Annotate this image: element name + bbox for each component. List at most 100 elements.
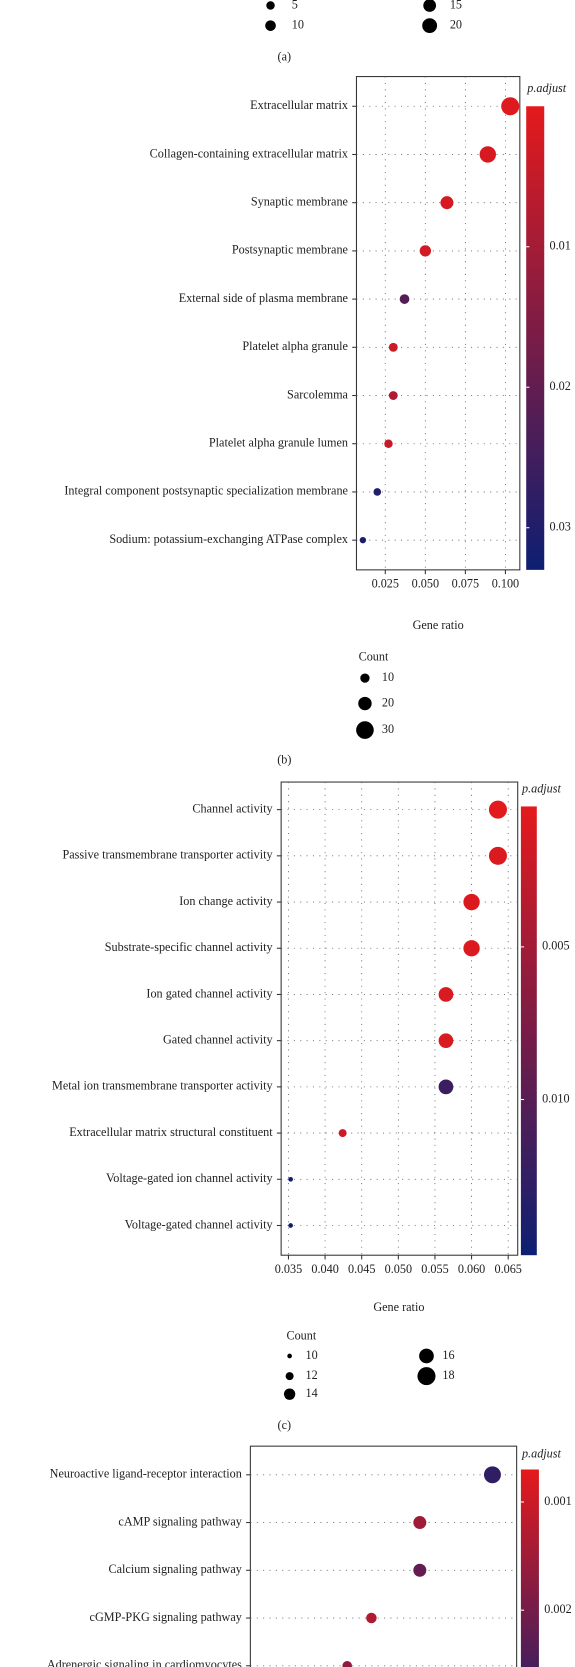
dot xyxy=(366,1612,377,1624)
size-legend-dot xyxy=(422,18,438,34)
size-legend-label: 10 xyxy=(292,17,304,31)
y-tick-label: cGMP-PKG signaling pathway xyxy=(90,1610,243,1624)
x-tick-label: 0.075 xyxy=(452,577,479,591)
color-bar-title: p.adjust xyxy=(521,781,562,795)
dot xyxy=(388,342,398,352)
x-tick-label: 0.050 xyxy=(385,1262,412,1276)
size-legend-title: Count xyxy=(359,650,389,664)
x-tick-label: 0.025 xyxy=(372,577,399,591)
x-tick-label: 0.065 xyxy=(494,1262,521,1276)
x-tick-label: 0.100 xyxy=(492,577,519,591)
dot xyxy=(288,1176,293,1182)
size-legend-label: 10 xyxy=(306,1348,318,1362)
size-legend-label: 15 xyxy=(450,0,462,11)
y-tick-label: Collagen-containing extracellular matrix xyxy=(150,146,348,160)
color-bar-title: p.adjust xyxy=(521,1446,562,1460)
y-tick-label: cAMP signaling pathway xyxy=(118,1514,242,1528)
dot xyxy=(438,987,454,1002)
y-tick-label: Sarcolemma xyxy=(287,387,349,401)
x-tick-label: 0.035 xyxy=(275,1262,302,1276)
color-bar-tick-label: 0.001 xyxy=(544,1494,571,1508)
panel-label: (c) xyxy=(278,1418,292,1432)
color-bar-tick-label: 0.005 xyxy=(542,939,569,953)
y-tick-label: Platelet alpha granule lumen xyxy=(209,436,348,450)
y-tick-label: Voltage-gated channel activity xyxy=(125,1217,274,1231)
x-tick-label: 0.050 xyxy=(412,577,439,591)
dot xyxy=(479,146,496,163)
y-tick-label: Sodium: potassium-exchanging ATPase comp… xyxy=(109,532,348,546)
size-legend-label: 30 xyxy=(382,722,394,736)
color-bar xyxy=(520,1469,539,1667)
size-legend-dot xyxy=(423,0,437,12)
color-bar-tick-label: 0.010 xyxy=(542,1091,569,1105)
size-legend-label: 5 xyxy=(292,0,298,11)
size-legend-dot xyxy=(266,1,275,10)
x-axis-label: Gene ratio xyxy=(373,1300,424,1314)
color-bar xyxy=(520,806,537,1256)
dot xyxy=(338,1129,347,1138)
size-legend-dot xyxy=(360,673,370,683)
y-tick-label: Extracellular matrix structural constitu… xyxy=(69,1125,273,1139)
size-legend-dot xyxy=(358,696,372,711)
size-legend-label: 16 xyxy=(442,1348,454,1362)
y-tick-label: Calcium signaling pathway xyxy=(109,1562,243,1576)
x-tick-label: 0.055 xyxy=(421,1262,448,1276)
size-legend-dot xyxy=(285,1372,294,1381)
dot xyxy=(440,196,454,210)
dot xyxy=(438,1033,454,1049)
dot xyxy=(483,1466,501,1484)
y-tick-label: Postsynaptic membrane xyxy=(232,243,348,257)
plot-frame xyxy=(280,781,519,1256)
dot xyxy=(342,1660,352,1667)
size-legend-dot xyxy=(283,1388,296,1400)
y-tick-label: External side of plasma membrane xyxy=(179,291,348,305)
dot xyxy=(438,1079,454,1095)
dot xyxy=(413,1516,427,1530)
color-bar-tick-label: 0.01 xyxy=(550,239,571,253)
size-legend-dot xyxy=(417,1367,436,1386)
dot xyxy=(463,893,480,911)
y-tick-label: Voltage-gated ion channel activity xyxy=(106,1171,274,1185)
dot xyxy=(488,846,507,865)
dot xyxy=(488,800,507,819)
color-bar-title: p.adjust xyxy=(526,81,567,95)
dot xyxy=(388,391,398,400)
dot xyxy=(419,245,432,257)
dot xyxy=(359,536,367,544)
size-legend-label: 18 xyxy=(442,1368,454,1382)
color-bar xyxy=(526,106,545,570)
y-tick-label: Platelet alpha granule xyxy=(242,339,348,353)
y-tick-label: Ion change activity xyxy=(179,894,273,908)
color-bar-tick-label: 0.03 xyxy=(550,520,571,534)
y-tick-label: Substrate-specific channel activity xyxy=(105,940,274,954)
size-legend-label: 12 xyxy=(306,1368,318,1382)
y-tick-label: Adrenergic signaling in cardiomyocytes xyxy=(47,1658,242,1667)
plot-frame xyxy=(249,1445,518,1667)
size-legend-label: 20 xyxy=(382,695,394,709)
color-bar-tick-label: 0.002 xyxy=(544,1602,571,1616)
dot xyxy=(463,940,480,957)
y-tick-label: Metal ion transmembrane transporter acti… xyxy=(52,1079,274,1093)
dot xyxy=(373,488,382,496)
size-legend-dot xyxy=(356,721,374,739)
plot-frame xyxy=(355,76,521,571)
size-legend-label: 14 xyxy=(306,1386,318,1400)
y-tick-label: Integral component postsynaptic speciali… xyxy=(64,484,348,498)
y-tick-label: Gated channel activity xyxy=(163,1032,274,1046)
size-legend-label: 20 xyxy=(450,17,462,31)
dot xyxy=(384,439,393,448)
dot xyxy=(399,294,410,304)
dot xyxy=(501,97,520,116)
y-tick-label: Passive transmembrane transporter activi… xyxy=(62,848,273,862)
y-tick-label: Channel activity xyxy=(192,801,273,815)
size-legend-dot xyxy=(265,20,276,31)
size-legend-dot xyxy=(287,1353,292,1359)
size-legend-dot xyxy=(419,1348,434,1364)
x-tick-label: 0.045 xyxy=(348,1262,375,1276)
dot xyxy=(288,1223,293,1228)
y-tick-label: Extracellular matrix xyxy=(250,98,348,112)
x-tick-label: 0.060 xyxy=(458,1262,485,1276)
panel-label: (b) xyxy=(277,753,291,767)
y-tick-label: Synaptic membrane xyxy=(251,194,348,208)
